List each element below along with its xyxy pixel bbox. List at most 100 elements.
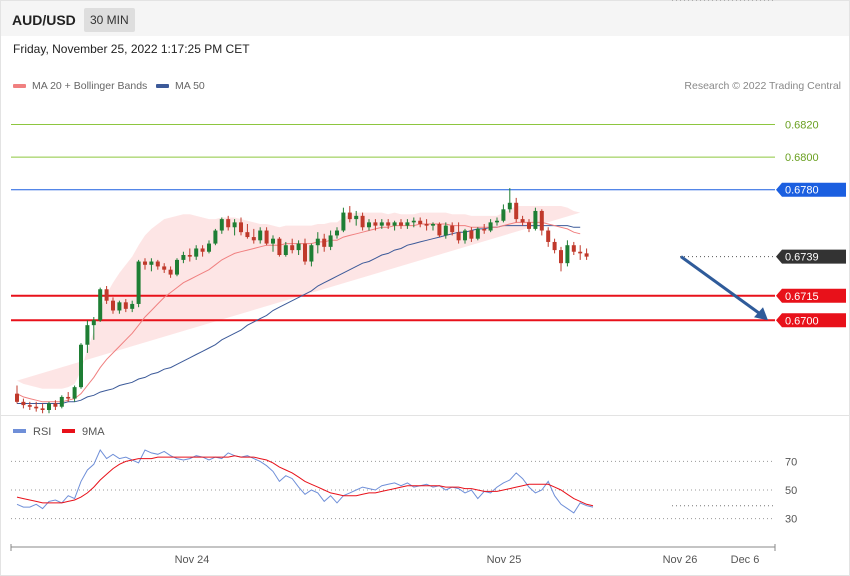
candle-body <box>367 222 371 228</box>
candle-body <box>443 225 448 236</box>
candle-body <box>117 302 122 311</box>
candle-body <box>469 230 474 239</box>
candle-body <box>424 224 429 226</box>
candle-body <box>552 241 557 251</box>
candle-body <box>501 209 506 221</box>
rsi-tick-label: 30 <box>785 514 797 526</box>
candle-body <box>21 401 26 406</box>
candle-body <box>251 237 256 241</box>
candle-body <box>507 202 512 210</box>
candle-body <box>162 266 167 270</box>
candle-body <box>239 222 243 233</box>
candle-body <box>283 245 288 255</box>
candle-body <box>207 243 211 252</box>
candle-body <box>405 222 410 226</box>
price-level-label: 0.6820 <box>785 119 819 131</box>
bollinger-band <box>17 206 581 389</box>
candle-body <box>47 403 51 410</box>
rsi-ma-legend-swatch <box>62 429 75 433</box>
candle-body <box>264 230 269 244</box>
candle-body <box>59 396 64 407</box>
candle-body <box>571 245 576 252</box>
candle-body <box>104 289 109 301</box>
candle-body <box>463 230 467 241</box>
candle-body <box>168 269 173 275</box>
candle-body <box>91 320 96 326</box>
candle-body <box>379 222 384 226</box>
timeframe-badge[interactable]: 30 MIN <box>84 8 135 32</box>
candle-body <box>386 222 391 226</box>
candle-body <box>194 248 199 257</box>
price-level-tag <box>776 288 846 303</box>
copyright: Research © 2022 Trading Central <box>684 80 841 92</box>
candle-body <box>296 243 301 251</box>
time-axis-label: Nov 25 <box>487 554 522 566</box>
candle-body <box>245 232 250 238</box>
candle-body <box>271 238 275 244</box>
candle-body <box>514 202 519 220</box>
candle-body <box>136 261 141 304</box>
candle-body <box>34 406 39 409</box>
rsi-line <box>16 449 594 514</box>
candle-body <box>578 251 583 254</box>
candle-body <box>431 224 435 226</box>
candle-body <box>437 224 442 236</box>
candle-body <box>411 220 416 223</box>
candle-body <box>226 219 231 228</box>
candle-body <box>232 222 237 228</box>
rsi-ma-line <box>16 455 594 507</box>
projection-arrow-line <box>680 255 763 317</box>
candle-body <box>488 222 493 231</box>
ma20-swatch <box>13 84 26 89</box>
ma50-swatch <box>156 84 169 89</box>
candle-body <box>200 248 205 252</box>
candle-body <box>450 225 455 233</box>
panel-divider <box>1 415 849 416</box>
candle-body <box>111 300 115 311</box>
price-level-tag <box>776 249 846 264</box>
candle-body <box>456 232 461 241</box>
rsi-tick-label: 50 <box>785 485 797 497</box>
candle-body <box>181 255 186 260</box>
rsi-ma-legend-label: 9MA <box>82 426 105 438</box>
candle-body <box>155 261 160 267</box>
candle-body <box>175 259 179 275</box>
rsi-legend-label: RSI <box>33 426 51 438</box>
candle-body <box>149 261 154 265</box>
candle-body <box>482 228 487 231</box>
candle-body <box>143 261 147 265</box>
candle-body <box>72 387 77 399</box>
legend-ma50-label: MA 50 <box>175 80 205 92</box>
price-level-label: 0.6800 <box>785 152 819 164</box>
rsi-tick-label: 70 <box>785 456 797 468</box>
price-level-label: 0.6780 <box>785 185 819 197</box>
candle-body <box>15 393 19 402</box>
price-level-label: 0.6739 <box>785 252 819 264</box>
candle-body <box>347 212 352 220</box>
candle-body <box>539 210 544 231</box>
price-level-tag <box>776 182 846 197</box>
candle-body <box>546 230 551 242</box>
price-level-label: 0.6700 <box>785 315 819 327</box>
price-level-label: 0.6715 <box>785 291 819 303</box>
symbol-label: AUD/USD <box>12 12 76 28</box>
time-axis-label: Dec 6 <box>731 554 760 566</box>
candle-body <box>354 215 359 220</box>
candle-body <box>392 222 397 226</box>
time-axis-label: Nov 26 <box>663 554 698 566</box>
candle-body <box>277 238 282 255</box>
candle-body <box>328 235 333 247</box>
candle-body <box>79 344 83 388</box>
candle-body <box>40 408 45 410</box>
candle-body <box>66 396 71 399</box>
candle-body <box>303 243 307 262</box>
legend-ma20-label: MA 20 + Bollinger Bands <box>32 80 148 92</box>
candle-body <box>258 230 263 241</box>
candle-body <box>335 230 339 236</box>
rsi-legend-swatch <box>13 429 26 433</box>
legend-ma50: MA 50 <box>156 80 205 92</box>
legend-ma20: MA 20 + Bollinger Bands <box>13 80 147 92</box>
candle-body <box>98 289 103 321</box>
candle-body <box>130 303 135 309</box>
